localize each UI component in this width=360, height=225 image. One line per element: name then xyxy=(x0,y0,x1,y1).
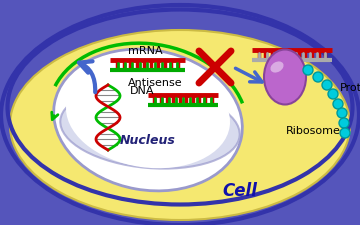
Ellipse shape xyxy=(10,31,350,220)
Ellipse shape xyxy=(328,90,338,99)
Ellipse shape xyxy=(264,50,306,105)
Text: DNA: DNA xyxy=(130,86,154,96)
Ellipse shape xyxy=(333,99,343,110)
Text: mRNA: mRNA xyxy=(128,46,163,56)
Ellipse shape xyxy=(337,108,347,119)
Ellipse shape xyxy=(322,81,332,91)
Ellipse shape xyxy=(339,119,349,128)
Text: Ribosome: Ribosome xyxy=(286,126,341,135)
Ellipse shape xyxy=(313,73,323,83)
Ellipse shape xyxy=(340,128,350,138)
Ellipse shape xyxy=(66,63,230,169)
Ellipse shape xyxy=(1,6,359,225)
Text: Cell: Cell xyxy=(222,181,257,199)
Ellipse shape xyxy=(60,88,240,169)
Text: Antisense: Antisense xyxy=(128,78,183,88)
Text: Proteins: Proteins xyxy=(340,83,360,93)
Ellipse shape xyxy=(270,62,284,73)
Ellipse shape xyxy=(303,66,313,76)
Text: Nucleus: Nucleus xyxy=(120,134,176,147)
Ellipse shape xyxy=(54,50,242,191)
